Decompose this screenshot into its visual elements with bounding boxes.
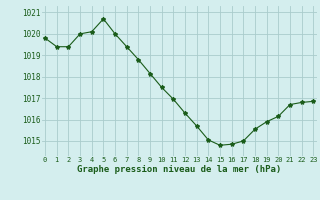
X-axis label: Graphe pression niveau de la mer (hPa): Graphe pression niveau de la mer (hPa) <box>77 165 281 174</box>
